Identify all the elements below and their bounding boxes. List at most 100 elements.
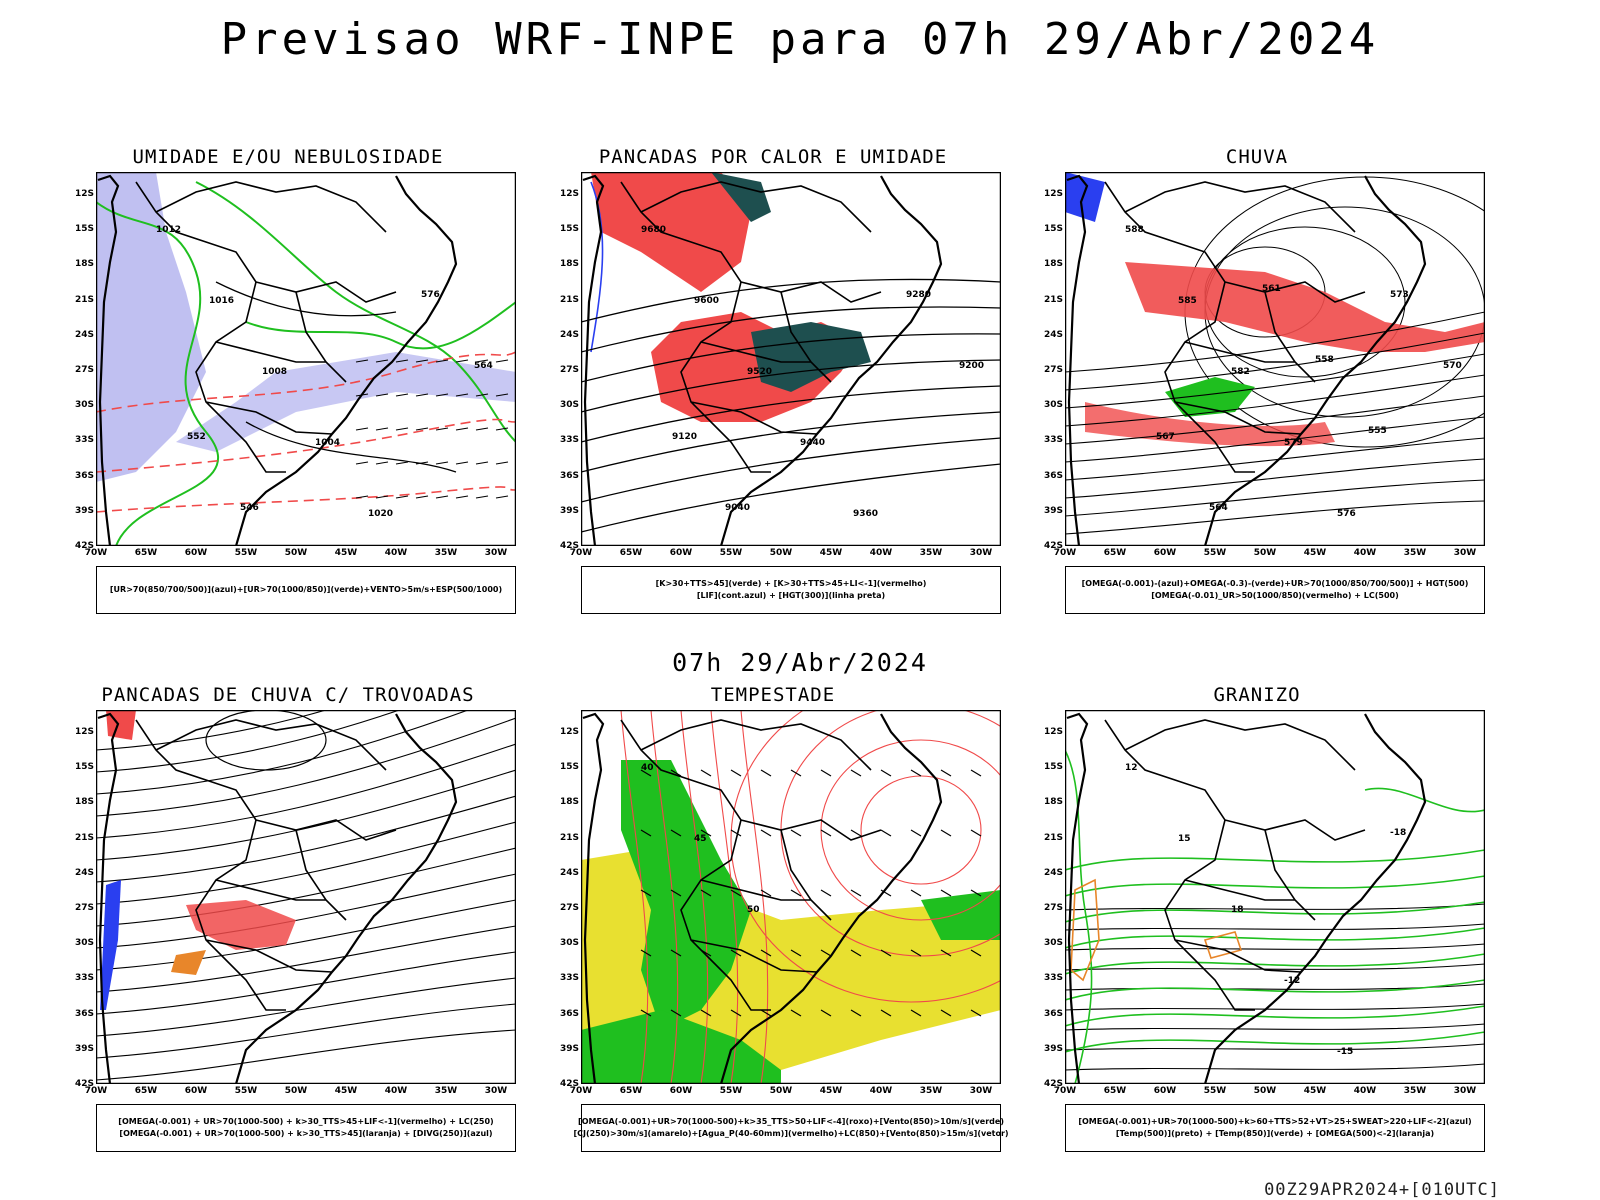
lat-tick-label: 15S [74, 224, 94, 235]
lat-tick-label: 15S [1043, 224, 1063, 235]
lon-axis: 70W 65W 60W 55W 50W 45W 40W 35W 30W [85, 546, 516, 560]
lon-tick-label: 35W [434, 1086, 458, 1096]
panel-legend: [UR>70(850/700/500)](azul)+[UR>70(1000/8… [96, 566, 516, 614]
contour-label: 558 [1315, 355, 1334, 365]
lon-tick-label: 30W [484, 548, 508, 558]
lat-axis: 12S 15S 18S 21S 24S 27S 30S 33S 36S 39S 42S [553, 710, 581, 1089]
lon-tick-label: 40W [384, 1086, 408, 1096]
lat-tick-label: 18S [559, 259, 579, 270]
panel-title: CHUVA [1225, 146, 1289, 168]
lat-tick-label: 30S [74, 400, 94, 411]
lat-tick-label: 24S [559, 329, 579, 340]
lon-tick-label: 30W [969, 1086, 993, 1096]
lat-tick-label: 12S [559, 727, 579, 737]
panel-pancadas-trovoadas: PANCADAS DE CHUVA C/ TROVOADAS 12S 15S 18S 2… [68, 684, 516, 1164]
lon-tick-label: 55W [234, 548, 258, 558]
lon-tick-label: 40W [1353, 1086, 1377, 1096]
lat-tick-label: 15S [559, 762, 579, 773]
lon-tick-label: 65W [619, 548, 643, 558]
lon-tick-label: 70W [1053, 1086, 1077, 1096]
lat-tick-label: 15S [1043, 762, 1063, 773]
lat-axis: 12S 15S 18S 21S 24S 27S 30S 33S 36S 39S 42S [68, 172, 96, 551]
lat-tick-label: 12S [1043, 727, 1063, 737]
lat-tick-label: 12S [1043, 189, 1063, 199]
contour-label: 9120 [672, 432, 697, 442]
lon-tick-label: 60W [184, 548, 208, 558]
lat-tick-label: 33S [74, 435, 94, 446]
forecast-time-label: 07h 29/Abr/2024 [672, 648, 928, 677]
lat-tick-label: 33S [559, 435, 579, 446]
contour-label: 9040 [725, 503, 750, 513]
lat-tick-label: 27S [559, 365, 579, 375]
panel-legend: [OMEGA(-0.001)+UR>70(1000-500)+k>35_TTS>… [573, 1104, 1009, 1152]
lon-tick-label: 60W [1153, 548, 1177, 558]
lat-tick-label: 18S [74, 797, 94, 808]
lon-tick-label: 65W [134, 1086, 158, 1096]
contour-label: 585 [1178, 296, 1197, 306]
lon-tick-label: 55W [234, 1086, 258, 1096]
lon-tick-label: 35W [1403, 1086, 1427, 1096]
contour-label: 561 [1262, 284, 1281, 294]
lat-tick-label: 18S [74, 259, 94, 270]
lat-tick-label: 33S [1043, 435, 1063, 446]
lon-tick-label: 70W [84, 548, 108, 558]
lat-tick-label: 39S [1043, 1043, 1063, 1054]
contour-label: 50 [747, 905, 760, 915]
lon-tick-label: 40W [384, 548, 408, 558]
contour-label: 9600 [694, 296, 719, 306]
lat-axis: 12S 15S 18S 21S 24S 27S 30S 33S 36S 39S 42S [553, 172, 581, 551]
lon-tick-label: 45W [819, 548, 843, 558]
lon-tick-label: 50W [1253, 1086, 1277, 1096]
lon-tick-label: 60W [1153, 1086, 1177, 1096]
panel-title: PANCADAS POR CALOR E UMIDADE [598, 146, 948, 168]
contour-label: 588 [1125, 225, 1144, 235]
lat-tick-label: 30S [559, 938, 579, 949]
lat-tick-label: 21S [74, 832, 94, 843]
lat-axis: 12S 15S 18S 21S 24S 27S 30S 33S 36S 39S 42S [1037, 710, 1065, 1089]
lat-tick-label: 24S [1043, 867, 1063, 878]
lat-tick-label: 36S [74, 470, 94, 481]
lon-axis: 70W 65W 60W 55W 50W 45W 40W 35W 30W [1054, 546, 1485, 560]
contour-label: -12 [1284, 976, 1300, 986]
lat-tick-label: 39S [559, 1043, 579, 1054]
legend-line: [OMEGA(-0.01)_UR>50(1000/850)(vermelho) … [1151, 591, 1399, 600]
lon-tick-label: 35W [919, 1086, 943, 1096]
lon-axis: 70W 65W 60W 55W 50W 45W 40W 35W 30W [570, 1084, 1001, 1098]
map-pancadas-trovoadas [96, 710, 516, 1084]
lat-tick-label: 39S [74, 505, 94, 516]
lat-axis: 12S 15S 18S 21S 24S 27S 30S 33S 36S 39S 42S [1037, 172, 1065, 551]
lat-tick-label: 36S [559, 1008, 579, 1019]
lon-tick-label: 50W [769, 1086, 793, 1096]
lon-tick-label: 65W [1103, 548, 1127, 558]
panel-title: GRANIZO [1213, 684, 1301, 706]
lon-tick-label: 40W [869, 548, 893, 558]
lon-tick-label: 40W [869, 1086, 893, 1096]
lat-tick-label: 39S [559, 505, 579, 516]
panel-legend: [K>30+TTS>45](verde) + [K>30+TTS>45+LI<-… [581, 566, 1001, 614]
lon-tick-label: 45W [334, 548, 358, 558]
contour-label: 570 [1443, 361, 1462, 371]
lon-tick-label: 35W [1403, 548, 1427, 558]
lon-axis: 70W 65W 60W 55W 50W 45W 40W 35W 30W [85, 1084, 516, 1098]
contour-label: 18 [1231, 905, 1244, 915]
lat-tick-label: 30S [1043, 400, 1063, 411]
lat-tick-label: 42S [1043, 541, 1063, 551]
lat-tick-label: 12S [74, 727, 94, 737]
lon-tick-label: 50W [769, 548, 793, 558]
lat-tick-label: 33S [1043, 973, 1063, 984]
lat-tick-label: 42S [1043, 1079, 1063, 1089]
contour-label: 576 [1337, 509, 1356, 519]
lat-tick-label: 21S [559, 294, 579, 305]
panel-pancadas-calor: PANCADAS POR CALOR E UMIDADE 12S 15S 18S 21S… [553, 146, 1001, 626]
lat-tick-label: 24S [559, 867, 579, 878]
panel-umidade: UMIDADE E/OU NEBULOSIDADE 12S 15S 18S 21S 24S… [68, 146, 516, 626]
panel-legend: [OMEGA(-0.001) + UR>70(1000-500) + k>30_… [96, 1104, 516, 1152]
contour-label: 564 [474, 361, 493, 371]
map-umidade: 1012 1016 1008 1004 1020 576 564 552 546 [96, 172, 516, 546]
lat-tick-label: 18S [1043, 797, 1063, 808]
contour-label: 576 [421, 290, 440, 300]
lon-tick-label: 45W [1303, 548, 1327, 558]
legend-line: [LIF](cont.azul) + [HGT(300)](linha pret… [696, 591, 886, 600]
contour-label: 40 [641, 763, 654, 773]
lon-tick-label: 65W [1103, 1086, 1127, 1096]
